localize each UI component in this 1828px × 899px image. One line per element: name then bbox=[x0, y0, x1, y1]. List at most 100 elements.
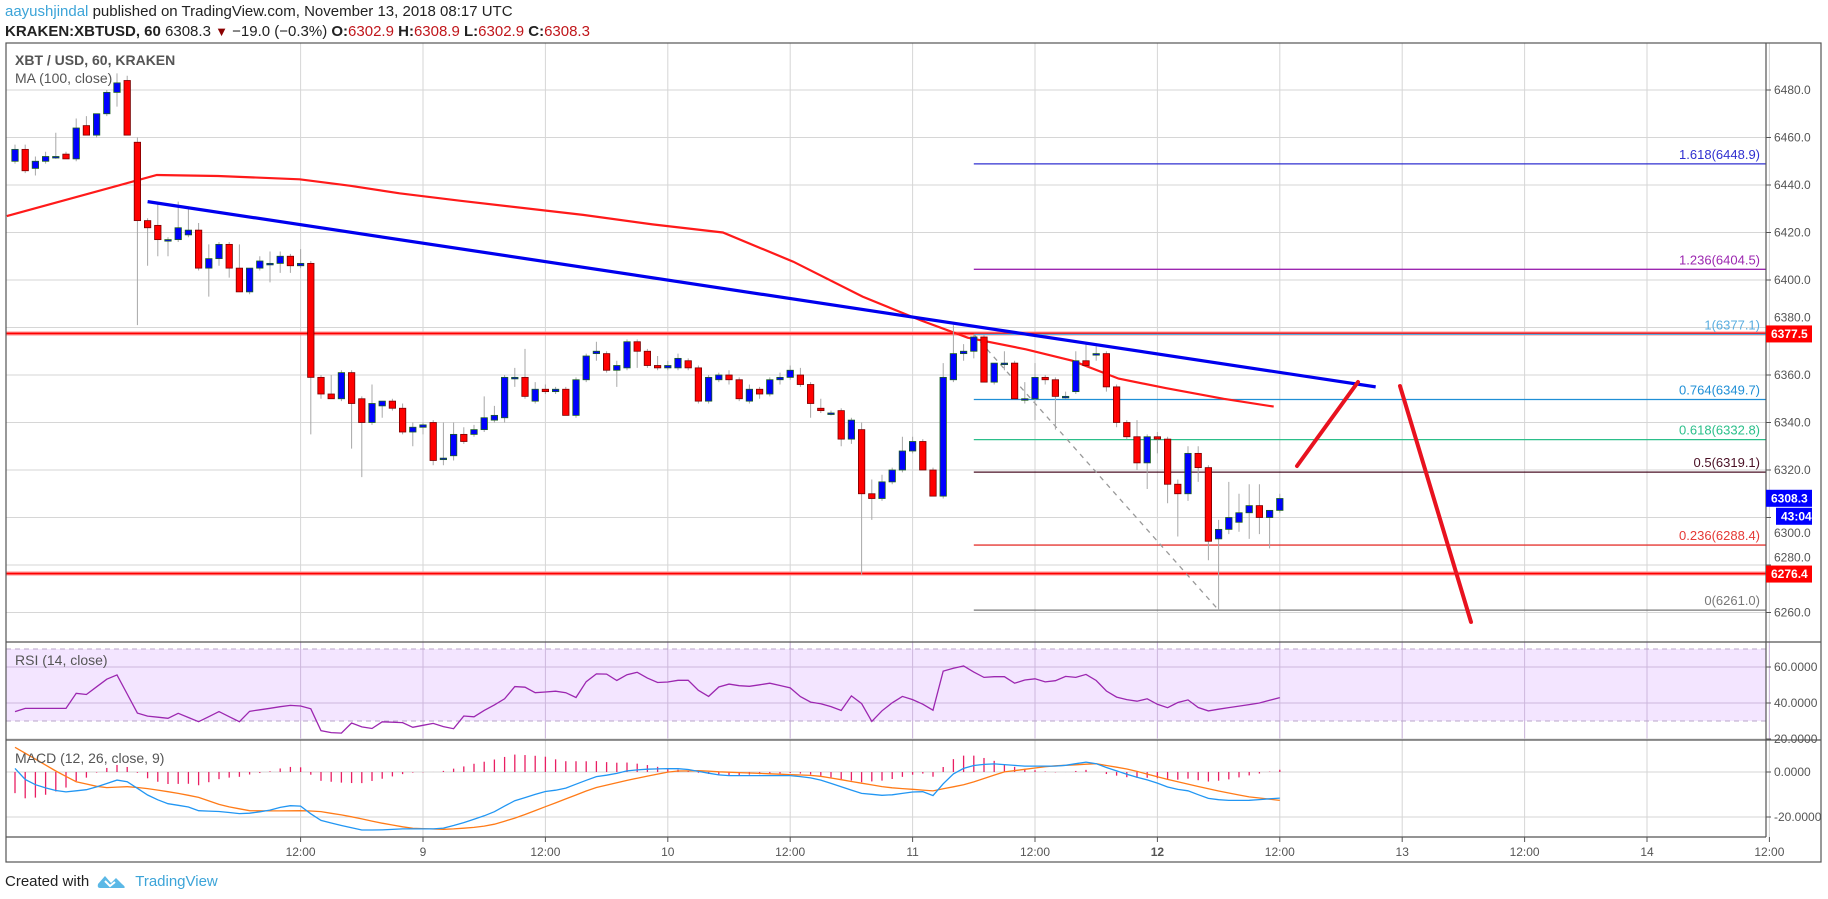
candle bbox=[1215, 519, 1223, 611]
candle bbox=[756, 386, 764, 399]
candle bbox=[725, 370, 733, 385]
candle-body-up bbox=[1000, 362, 1009, 366]
publish-text: published on TradingView.com, November 1… bbox=[88, 3, 513, 20]
fib-level-label: 1(6377.1) bbox=[1704, 317, 1760, 332]
candle-body-down bbox=[235, 267, 243, 293]
candle bbox=[245, 267, 254, 295]
candle-body-down bbox=[1041, 376, 1049, 381]
candle bbox=[1123, 420, 1131, 440]
time-tick-label: 12:00 bbox=[286, 845, 316, 859]
candle bbox=[429, 420, 437, 466]
candle-body-up bbox=[592, 350, 601, 355]
fib-level-label: 0.5(6319.1) bbox=[1694, 455, 1761, 470]
candle bbox=[449, 422, 458, 461]
rsi-grid bbox=[6, 642, 1770, 740]
candle bbox=[215, 242, 223, 266]
candle-body-up bbox=[552, 388, 560, 393]
candle bbox=[745, 384, 754, 404]
candle-body-up bbox=[72, 127, 80, 160]
candle-body-up bbox=[1031, 376, 1039, 400]
candle-body-up bbox=[1143, 436, 1151, 464]
macd-legend: MACD (12, 26, close, 9) bbox=[15, 750, 164, 766]
candle-body-up bbox=[215, 243, 223, 260]
candle-body-down bbox=[194, 229, 203, 269]
candle bbox=[286, 253, 295, 273]
candle-body-down bbox=[1174, 483, 1182, 495]
candle bbox=[174, 201, 182, 242]
price-tick-label: 6380.0 bbox=[1774, 310, 1811, 324]
candle-body-up bbox=[786, 369, 794, 378]
candle-body-up bbox=[276, 255, 284, 264]
time-tick-label: 9 bbox=[420, 845, 427, 859]
time-axis[interactable]: 12:00 9 12:00 10 12:00 11 12:00 12 12:00 13 12:00 1… bbox=[286, 837, 1828, 859]
candle bbox=[1143, 434, 1151, 489]
candle-body-down bbox=[735, 379, 743, 400]
candle-body-up bbox=[31, 160, 40, 169]
candle bbox=[847, 417, 856, 444]
price-tick-label: 6280.0 bbox=[1774, 551, 1811, 565]
candle bbox=[439, 422, 448, 466]
price-tick-label: 6400.0 bbox=[1774, 273, 1811, 287]
candle-body-down bbox=[154, 224, 162, 241]
candle bbox=[715, 372, 723, 383]
fib-level-label: 1.236(6404.5) bbox=[1679, 252, 1760, 267]
candle bbox=[388, 398, 397, 411]
trendline[interactable] bbox=[147, 200, 1376, 389]
bar-countdown-badge: 43:04 bbox=[1781, 509, 1812, 523]
candle-body-up bbox=[245, 267, 254, 293]
price-tick-label: 6360.0 bbox=[1774, 368, 1811, 382]
candle bbox=[572, 377, 580, 418]
candle bbox=[93, 113, 101, 138]
candle bbox=[1255, 484, 1263, 535]
projection-up-line bbox=[1295, 380, 1360, 468]
candle bbox=[1164, 436, 1172, 504]
candle bbox=[184, 208, 192, 238]
horizontal-levels[interactable] bbox=[6, 331, 1766, 576]
candle bbox=[1000, 351, 1009, 371]
candle bbox=[266, 251, 274, 283]
rsi-tick-label: 20.0000 bbox=[1774, 732, 1818, 746]
time-tick-label: 12:00 bbox=[1265, 845, 1295, 859]
candle-body-down bbox=[143, 220, 152, 229]
candle-body-up bbox=[1092, 353, 1100, 356]
candle bbox=[623, 339, 631, 371]
last-price: 6308.3 bbox=[165, 23, 211, 40]
candle bbox=[1204, 465, 1212, 561]
time-tick-label: 14 bbox=[1640, 845, 1654, 859]
candle-body-down bbox=[307, 262, 315, 378]
candle bbox=[31, 156, 40, 176]
time-tick-label: 13 bbox=[1396, 845, 1410, 859]
candle-body-down bbox=[327, 393, 335, 400]
candle bbox=[786, 365, 794, 380]
candle bbox=[143, 218, 152, 266]
candle bbox=[276, 251, 284, 273]
candle bbox=[1194, 446, 1202, 482]
fib-level-label: 1.618(6448.9) bbox=[1679, 147, 1760, 162]
candle bbox=[684, 358, 692, 371]
author-link[interactable]: aayushjindal bbox=[5, 3, 89, 20]
price-tick-label: 6300.0 bbox=[1774, 526, 1811, 540]
candle bbox=[796, 367, 805, 387]
candle-body-down bbox=[1082, 360, 1090, 366]
tradingview-link[interactable]: TradingView bbox=[135, 872, 218, 890]
candle bbox=[1225, 481, 1233, 535]
close-label: C: bbox=[528, 23, 545, 40]
candle bbox=[858, 422, 866, 575]
candle bbox=[643, 348, 652, 368]
candle bbox=[898, 436, 907, 473]
candle bbox=[1235, 493, 1243, 532]
candle-body-up bbox=[745, 388, 754, 402]
candle-body-down bbox=[123, 80, 131, 136]
candle-body-down bbox=[133, 141, 141, 222]
candle-body-up bbox=[1245, 505, 1253, 514]
price-axis[interactable]: 6480.0 6460.0 6440.0 6420.0 6400.0 6380.0 6360… bbox=[1766, 83, 1822, 824]
price-tick-label: 6320.0 bbox=[1774, 463, 1811, 477]
candle bbox=[1072, 351, 1080, 394]
candle-body-up bbox=[184, 229, 192, 236]
macd-tick-label: 0.0000 bbox=[1774, 765, 1811, 779]
candle bbox=[347, 370, 356, 449]
candle bbox=[358, 396, 366, 478]
symbol-label: KRAKEN:XBTUSD, 60 bbox=[5, 23, 161, 40]
price-tick-label: 6260.0 bbox=[1774, 606, 1811, 620]
